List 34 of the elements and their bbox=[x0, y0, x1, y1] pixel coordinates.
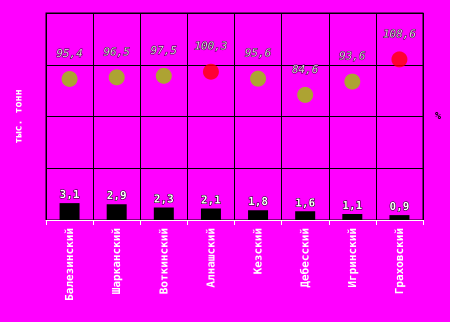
data-label: 2,1 bbox=[201, 194, 222, 207]
data-label: 84,6 bbox=[292, 62, 319, 76]
x-tick-label: Кезский bbox=[252, 228, 265, 274]
x-tick-label: Граховский bbox=[392, 228, 406, 294]
point bbox=[250, 70, 266, 87]
point bbox=[202, 64, 219, 80]
point bbox=[156, 68, 172, 84]
x-tick-label: Дебесский bbox=[298, 228, 312, 288]
data-label: 1,8 bbox=[248, 195, 268, 208]
data-label: 100,3 bbox=[194, 40, 228, 53]
data-label: 3,1 bbox=[60, 188, 80, 202]
y2-axis-title: % bbox=[435, 111, 442, 122]
data-label: 96,5 bbox=[103, 45, 130, 58]
data-label: 0,9 bbox=[390, 200, 410, 214]
data-label: 95,6 bbox=[244, 46, 272, 60]
point bbox=[108, 69, 125, 86]
x-tick-label: Балезинский bbox=[63, 228, 76, 301]
x-tick-label: Воткинский bbox=[157, 228, 170, 294]
y-axis-title: тыс. тонн bbox=[14, 89, 24, 144]
point bbox=[391, 51, 408, 68]
data-label: 108,6 bbox=[382, 27, 416, 40]
point bbox=[62, 70, 78, 87]
x-tick-label: Игринский bbox=[346, 228, 359, 288]
point bbox=[344, 74, 360, 90]
x-tick-label: Шарканский bbox=[110, 228, 124, 294]
data-label: 2,9 bbox=[106, 189, 127, 202]
data-label: 1,1 bbox=[342, 199, 363, 212]
data-label: 1,6 bbox=[295, 196, 316, 210]
data-label: 2,3 bbox=[154, 192, 174, 206]
x-tick-label: Алнашский bbox=[204, 228, 218, 288]
data-label: 95,4 bbox=[56, 46, 83, 60]
data-label: 97,5 bbox=[150, 44, 178, 57]
data-label: 93,6 bbox=[339, 50, 366, 63]
point bbox=[297, 86, 314, 103]
